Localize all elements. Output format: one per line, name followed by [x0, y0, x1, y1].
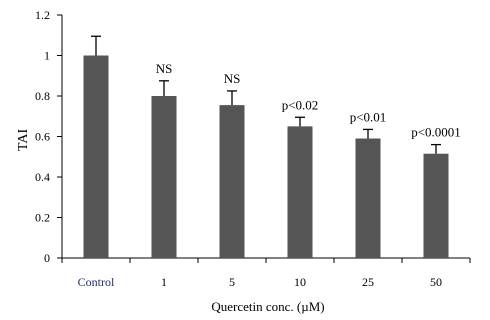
x-axis: Control 1 5 10 25 50 [61, 257, 471, 289]
bar [151, 96, 177, 258]
y-tick-label: 0.2 [35, 211, 50, 225]
bar [83, 55, 109, 258]
significance-label: p<0.01 [350, 109, 387, 124]
x-tick-label: Control [78, 275, 115, 289]
significance-labels: NS NS p<0.02 p<0.01 p<0.0001 [156, 61, 461, 140]
significance-label: p<0.02 [282, 97, 319, 112]
x-tick-label: 10 [294, 275, 306, 289]
y-tick-label: 0.4 [35, 170, 50, 184]
y-tick-label: 1.2 [35, 8, 50, 22]
x-tick-label: 25 [362, 275, 374, 289]
bar [287, 126, 313, 258]
y-axis: 0 0.2 0.4 0.6 0.8 1 1.2 [35, 8, 63, 265]
bar [219, 105, 245, 258]
bar [423, 153, 449, 258]
bars [83, 55, 449, 258]
y-tick-label: 0.8 [35, 89, 50, 103]
error-bars [91, 35, 441, 154]
x-axis-label: Quercetin conc. (µM) [211, 299, 324, 314]
y-tick-label: 1 [44, 49, 50, 63]
x-tick-label: 50 [430, 275, 442, 289]
x-tick-label: 1 [161, 275, 167, 289]
bar [355, 138, 381, 258]
y-axis-label: TAI [16, 129, 31, 152]
y-tick-label: 0.6 [35, 130, 50, 144]
y-tick-label: 0 [44, 251, 50, 265]
significance-label: NS [156, 61, 173, 76]
x-tick-label: 5 [229, 275, 235, 289]
significance-label: NS [224, 71, 241, 86]
significance-label: p<0.0001 [411, 125, 461, 140]
